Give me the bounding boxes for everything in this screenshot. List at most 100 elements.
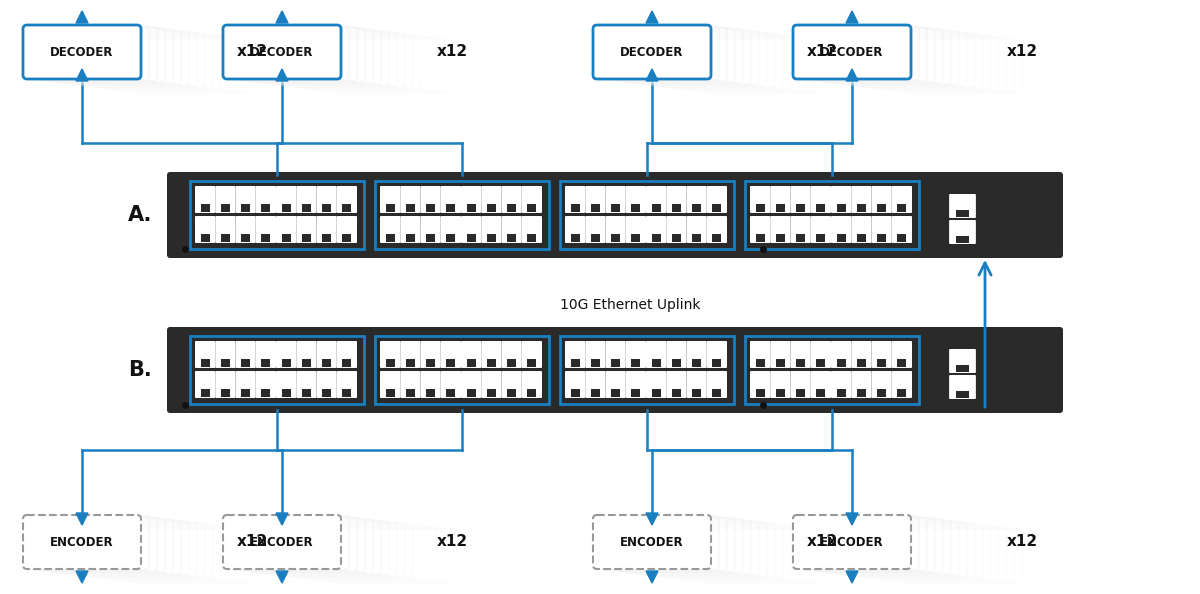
- FancyBboxPatch shape: [420, 371, 440, 398]
- Bar: [590, 234, 600, 242]
- Bar: [426, 234, 436, 242]
- FancyBboxPatch shape: [420, 341, 440, 368]
- FancyBboxPatch shape: [278, 32, 397, 86]
- Text: ENCODER: ENCODER: [250, 536, 314, 548]
- FancyBboxPatch shape: [898, 528, 1015, 582]
- Bar: [857, 359, 866, 367]
- Bar: [877, 204, 886, 212]
- Bar: [956, 391, 968, 398]
- FancyBboxPatch shape: [317, 371, 337, 398]
- FancyBboxPatch shape: [841, 521, 959, 575]
- FancyBboxPatch shape: [586, 371, 606, 398]
- FancyBboxPatch shape: [103, 525, 221, 579]
- FancyBboxPatch shape: [707, 216, 727, 243]
- FancyBboxPatch shape: [38, 517, 157, 571]
- FancyBboxPatch shape: [461, 216, 481, 243]
- FancyBboxPatch shape: [646, 216, 666, 243]
- Text: x12: x12: [437, 45, 468, 59]
- Bar: [857, 204, 866, 212]
- FancyBboxPatch shape: [64, 30, 181, 84]
- Polygon shape: [646, 571, 658, 583]
- FancyBboxPatch shape: [119, 527, 238, 581]
- Bar: [836, 204, 846, 212]
- FancyBboxPatch shape: [276, 371, 296, 398]
- Polygon shape: [76, 69, 88, 81]
- FancyBboxPatch shape: [905, 529, 1022, 583]
- FancyBboxPatch shape: [380, 216, 401, 243]
- FancyBboxPatch shape: [194, 371, 215, 398]
- Bar: [631, 234, 641, 242]
- FancyBboxPatch shape: [770, 341, 791, 368]
- FancyBboxPatch shape: [256, 341, 276, 368]
- FancyBboxPatch shape: [707, 186, 727, 213]
- FancyBboxPatch shape: [119, 37, 238, 91]
- Bar: [796, 204, 805, 212]
- FancyBboxPatch shape: [586, 341, 606, 368]
- FancyBboxPatch shape: [271, 521, 389, 575]
- Bar: [836, 359, 846, 367]
- Bar: [241, 359, 250, 367]
- FancyBboxPatch shape: [857, 33, 974, 87]
- Bar: [508, 389, 516, 397]
- Bar: [672, 234, 680, 242]
- Bar: [385, 204, 395, 212]
- FancyBboxPatch shape: [850, 522, 967, 576]
- Polygon shape: [276, 69, 288, 81]
- Text: ENCODER: ENCODER: [820, 536, 884, 548]
- FancyBboxPatch shape: [247, 518, 365, 572]
- Text: 10G Ethernet Uplink: 10G Ethernet Uplink: [559, 298, 700, 312]
- FancyBboxPatch shape: [263, 520, 382, 574]
- Bar: [590, 359, 600, 367]
- Bar: [190, 181, 364, 249]
- Bar: [631, 359, 641, 367]
- FancyBboxPatch shape: [112, 36, 229, 90]
- Bar: [816, 204, 826, 212]
- Text: x12: x12: [236, 535, 268, 549]
- FancyBboxPatch shape: [256, 519, 373, 573]
- FancyBboxPatch shape: [830, 186, 851, 213]
- Bar: [857, 389, 866, 397]
- Bar: [446, 234, 456, 242]
- FancyBboxPatch shape: [793, 25, 911, 79]
- Bar: [692, 234, 701, 242]
- FancyBboxPatch shape: [826, 29, 943, 83]
- Polygon shape: [646, 69, 658, 81]
- FancyBboxPatch shape: [134, 529, 253, 583]
- FancyBboxPatch shape: [235, 371, 256, 398]
- FancyBboxPatch shape: [706, 39, 823, 93]
- FancyBboxPatch shape: [665, 34, 784, 88]
- FancyBboxPatch shape: [295, 524, 413, 578]
- FancyBboxPatch shape: [522, 186, 542, 213]
- Bar: [282, 359, 290, 367]
- FancyBboxPatch shape: [337, 216, 358, 243]
- Bar: [446, 359, 456, 367]
- Bar: [527, 389, 536, 397]
- Bar: [467, 389, 475, 397]
- FancyBboxPatch shape: [649, 522, 767, 576]
- FancyBboxPatch shape: [586, 186, 606, 213]
- FancyBboxPatch shape: [666, 371, 686, 398]
- FancyBboxPatch shape: [317, 186, 337, 213]
- FancyBboxPatch shape: [809, 27, 928, 81]
- FancyBboxPatch shape: [71, 31, 190, 85]
- Bar: [221, 234, 230, 242]
- FancyBboxPatch shape: [235, 216, 256, 243]
- Bar: [282, 234, 290, 242]
- FancyBboxPatch shape: [95, 524, 214, 578]
- FancyBboxPatch shape: [287, 523, 406, 577]
- FancyBboxPatch shape: [791, 186, 811, 213]
- FancyBboxPatch shape: [256, 216, 276, 243]
- FancyBboxPatch shape: [565, 341, 586, 368]
- Text: DECODER: DECODER: [620, 46, 684, 58]
- FancyBboxPatch shape: [770, 216, 791, 243]
- Bar: [190, 336, 364, 404]
- FancyBboxPatch shape: [565, 186, 586, 213]
- Bar: [796, 389, 805, 397]
- Polygon shape: [846, 69, 858, 81]
- FancyBboxPatch shape: [215, 341, 235, 368]
- FancyBboxPatch shape: [871, 341, 892, 368]
- FancyBboxPatch shape: [881, 526, 998, 580]
- FancyBboxPatch shape: [440, 186, 461, 213]
- FancyBboxPatch shape: [47, 518, 166, 572]
- FancyBboxPatch shape: [811, 371, 830, 398]
